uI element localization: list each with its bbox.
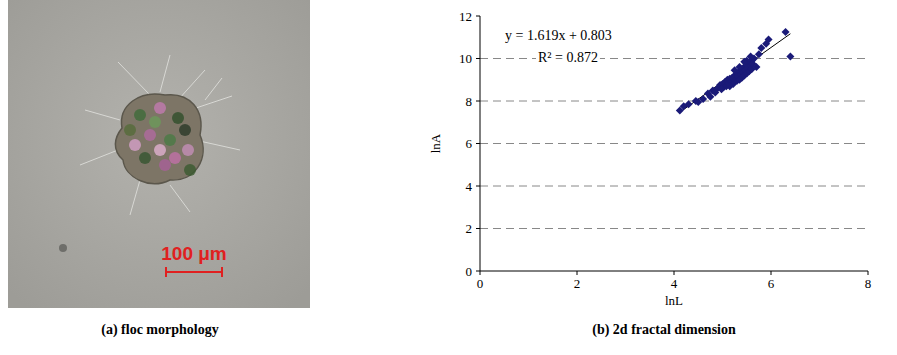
panel-caption: (a) floc morphology — [101, 322, 218, 338]
y-tick-label: 2 — [466, 221, 473, 236]
grid-line — [480, 143, 868, 144]
x-tick-label: 4 — [671, 276, 678, 291]
filament — [160, 55, 170, 92]
filament — [118, 62, 150, 95]
y-tick-label: 0 — [466, 264, 473, 279]
data-point — [735, 63, 743, 71]
particle — [59, 244, 67, 252]
floc-cell — [182, 144, 194, 156]
floc-cell — [164, 134, 176, 146]
data-point — [752, 63, 760, 71]
filament — [130, 180, 140, 215]
x-tick-label: 8 — [865, 276, 872, 291]
filament — [170, 185, 190, 212]
filament — [178, 70, 205, 100]
filament — [205, 78, 222, 100]
floc-cell — [154, 102, 166, 114]
x-tick — [480, 271, 481, 275]
figure: 100 μm (a) floc morphology 0 2 4 6 8 10 12 0 2 4 6 8 l… — [0, 0, 897, 355]
data-point — [740, 58, 748, 66]
grid-line — [480, 186, 868, 187]
floc-cell — [134, 109, 146, 121]
x-axis — [480, 271, 868, 272]
floc-cell — [129, 139, 141, 151]
annotation: y = 1.619x + 0.803 — [505, 28, 612, 43]
x-tick — [674, 271, 675, 275]
grid-line — [480, 101, 868, 102]
marks — [676, 28, 795, 115]
floc-cell — [154, 144, 166, 156]
scale-bar-cap — [165, 267, 167, 277]
micrograph-panel: 100 μm (a) floc morphology — [8, 0, 310, 338]
y-tick — [476, 228, 480, 229]
y-tick-label: 6 — [466, 136, 473, 151]
y-tick — [476, 186, 480, 187]
scale-bar-label: 100 μm — [161, 243, 227, 264]
x-tick-label: 2 — [574, 276, 581, 291]
y-tick-label: 8 — [466, 94, 473, 109]
x-tick — [868, 271, 869, 275]
trendline — [680, 34, 791, 112]
floc-cell — [159, 159, 171, 171]
data-point — [685, 100, 693, 108]
annotation-bg — [503, 28, 614, 43]
data-point — [765, 35, 773, 43]
y-tick — [476, 16, 480, 17]
floc-cell — [169, 152, 181, 164]
y-tick — [476, 143, 480, 144]
scale-bar-cap — [221, 267, 223, 277]
photo-background — [8, 0, 310, 308]
data-point — [786, 52, 794, 60]
data-point — [718, 85, 726, 93]
floc-cell — [179, 124, 191, 136]
x-axis-title: lnL — [665, 293, 683, 308]
chart: 0 2 4 6 8 10 12 0 2 4 6 8 lnL lnA y = 1.619x + 0.803 R²… — [428, 9, 871, 339]
x-tick-label: 6 — [768, 276, 775, 291]
y-tick-label: 12 — [459, 9, 472, 24]
data-point — [726, 82, 734, 90]
x-tick — [577, 271, 578, 275]
floc-cell — [144, 129, 156, 141]
x-tick — [771, 271, 772, 275]
filament — [85, 110, 120, 120]
annotation: R² = 0.872 — [538, 50, 598, 65]
filament — [80, 150, 118, 165]
x-tick-label: 0 — [477, 276, 484, 291]
y-tick — [476, 58, 480, 59]
y-axis — [480, 16, 481, 271]
y-tick — [476, 101, 480, 102]
floc-cell — [124, 124, 136, 136]
floc-cell — [149, 116, 161, 128]
y-axis-title: lnA — [428, 133, 443, 153]
floc-body — [115, 94, 203, 184]
y-tick-label: 10 — [459, 51, 472, 66]
data-point — [747, 52, 755, 60]
y-tick — [476, 271, 480, 272]
panel-caption: (b) 2d fractal dimension — [592, 322, 736, 338]
floc-cell — [172, 112, 184, 124]
data-point — [699, 95, 707, 103]
data-point — [782, 28, 790, 36]
floc-cell — [139, 152, 151, 164]
grid-line — [480, 228, 868, 229]
y-tick-label: 4 — [466, 179, 473, 194]
floc-cell — [184, 164, 196, 176]
annotation-bg — [536, 50, 600, 65]
scale-bar — [166, 271, 222, 273]
